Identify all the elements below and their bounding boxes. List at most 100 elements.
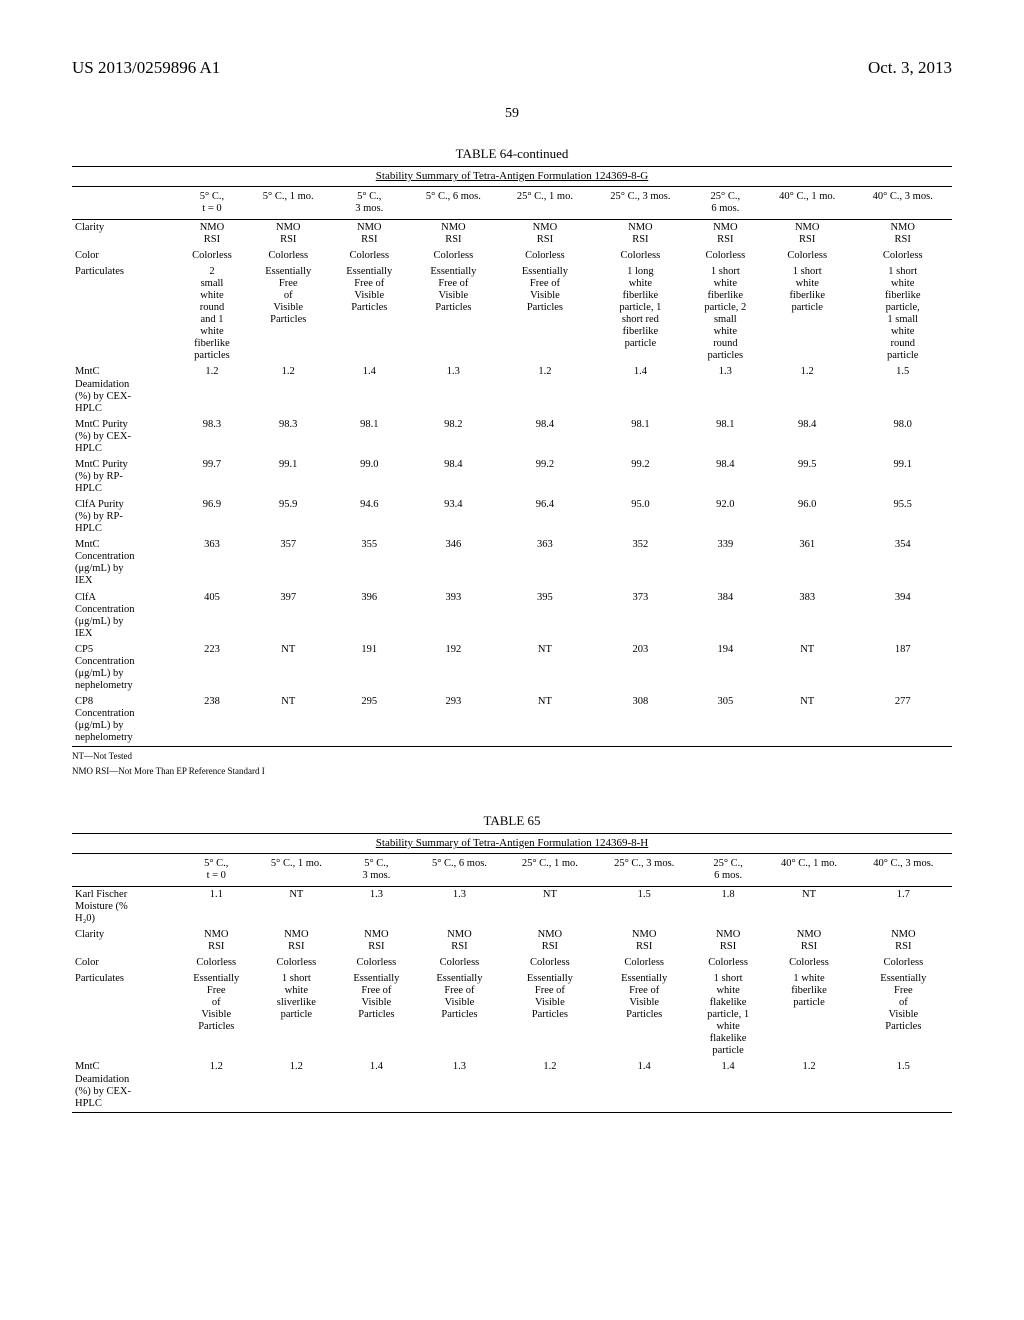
- data-cell: 1 short white sliverlike particle: [255, 971, 339, 1059]
- cond-header: 25° C., 1 mo.: [499, 186, 591, 219]
- data-cell: NMO RSI: [178, 219, 246, 248]
- data-cell: 1.2: [178, 364, 246, 416]
- data-cell: 346: [408, 537, 499, 589]
- data-cell: 1 short white fiberlike particle, 2 smal…: [690, 264, 761, 365]
- data-cell: Colorless: [499, 248, 591, 264]
- table-row: MntC Purity (%) by CEX- HPLC98.398.398.1…: [72, 417, 952, 457]
- data-cell: Colorless: [690, 248, 761, 264]
- data-cell: 187: [853, 642, 952, 694]
- table-row: ClarityNMO RSINMO RSINMO RSINMO RSINMO R…: [72, 219, 952, 248]
- data-cell: 1.4: [591, 364, 690, 416]
- row-label: Color: [72, 955, 178, 971]
- data-cell: Essentially Free of Visible Particles: [855, 971, 952, 1059]
- cond-header: 5° C., 6 mos.: [415, 853, 505, 886]
- data-cell: 1.3: [690, 364, 761, 416]
- data-cell: 1.2: [178, 1059, 255, 1112]
- data-cell: 357: [246, 537, 331, 589]
- cond-header: 25° C., 1 mo.: [504, 853, 595, 886]
- table-row: ClarityNMO RSINMO RSINMO RSINMO RSINMO R…: [72, 927, 952, 955]
- data-cell: 1.2: [763, 1059, 854, 1112]
- cond-header: 5° C., 3 mos.: [338, 853, 415, 886]
- data-cell: 191: [331, 642, 408, 694]
- data-cell: NMO RSI: [246, 219, 331, 248]
- data-cell: Colorless: [763, 955, 854, 971]
- table-row: ColorColorlessColorlessColorlessColorles…: [72, 248, 952, 264]
- data-cell: 1.2: [761, 364, 853, 416]
- row-label: Clarity: [72, 219, 178, 248]
- cond-header: 25° C., 6 mos.: [690, 186, 761, 219]
- row-label: MntC Deamidation (%) by CEX- HPLC: [72, 364, 178, 416]
- data-cell: 1.4: [331, 364, 408, 416]
- data-cell: Colorless: [761, 248, 853, 264]
- data-cell: Colorless: [415, 955, 505, 971]
- data-cell: NT: [761, 642, 853, 694]
- cond-header: 40° C., 1 mo.: [763, 853, 854, 886]
- data-cell: Essentially Free of Visible Particles: [178, 971, 255, 1059]
- data-cell: 1.2: [504, 1059, 595, 1112]
- row-label: Particulates: [72, 971, 178, 1059]
- data-cell: 293: [408, 694, 499, 747]
- cond-header: 25° C., 6 mos.: [693, 853, 764, 886]
- data-cell: Essentially Free of Visible Particles: [504, 971, 595, 1059]
- table65: Stability Summary of Tetra-Antigen Formu…: [72, 833, 952, 1113]
- data-cell: 98.1: [331, 417, 408, 457]
- data-cell: NMO RSI: [596, 927, 693, 955]
- table-row: Particulates2 small white round and 1 wh…: [72, 264, 952, 365]
- row-label: MntC Purity (%) by RP- HPLC: [72, 457, 178, 497]
- data-cell: 94.6: [331, 497, 408, 537]
- data-cell: NT: [504, 886, 595, 927]
- data-cell: 305: [690, 694, 761, 747]
- data-cell: NT: [255, 886, 339, 927]
- data-cell: NMO RSI: [693, 927, 764, 955]
- table65-title: TABLE 65: [72, 813, 952, 829]
- data-cell: 194: [690, 642, 761, 694]
- data-cell: 1.2: [255, 1059, 339, 1112]
- data-cell: 96.0: [761, 497, 853, 537]
- data-cell: 352: [591, 537, 690, 589]
- data-cell: 98.4: [408, 457, 499, 497]
- data-cell: 395: [499, 590, 591, 642]
- data-cell: Colorless: [178, 248, 246, 264]
- data-cell: 1 short white fiberlike particle: [761, 264, 853, 365]
- data-cell: 1 long white fiberlike particle, 1 short…: [591, 264, 690, 365]
- data-cell: 1.2: [499, 364, 591, 416]
- data-cell: 1.3: [415, 1059, 505, 1112]
- data-cell: 99.1: [853, 457, 952, 497]
- data-cell: 99.5: [761, 457, 853, 497]
- data-cell: 99.7: [178, 457, 246, 497]
- data-cell: Colorless: [178, 955, 255, 971]
- data-cell: Colorless: [504, 955, 595, 971]
- data-cell: 96.9: [178, 497, 246, 537]
- table-row: MntC Concentration (μg/mL) by IEX3633573…: [72, 537, 952, 589]
- data-cell: Essentially Free of Visible Particles: [596, 971, 693, 1059]
- row-label: MntC Deamidation (%) by CEX- HPLC: [72, 1059, 178, 1112]
- data-cell: 95.0: [591, 497, 690, 537]
- data-cell: 95.5: [853, 497, 952, 537]
- cond-header: 40° C., 3 mos.: [853, 186, 952, 219]
- cond-header: 5° C., t = 0: [178, 186, 246, 219]
- data-cell: Essentially Free of Visible Particles: [499, 264, 591, 365]
- data-cell: 295: [331, 694, 408, 747]
- cond-header: 40° C., 1 mo.: [761, 186, 853, 219]
- row-label: CP8 Concentration (μg/mL) by nephelometr…: [72, 694, 178, 747]
- data-cell: Colorless: [853, 248, 952, 264]
- cond-header: 40° C., 3 mos.: [855, 853, 952, 886]
- data-cell: NMO RSI: [763, 927, 854, 955]
- data-cell: NMO RSI: [255, 927, 339, 955]
- data-cell: 339: [690, 537, 761, 589]
- page-number: 59: [72, 106, 952, 122]
- data-cell: 1.4: [693, 1059, 764, 1112]
- data-cell: 2 small white round and 1 white fiberlik…: [178, 264, 246, 365]
- data-cell: 1.4: [338, 1059, 415, 1112]
- data-cell: Colorless: [596, 955, 693, 971]
- table-row: ParticulatesEssentially Free of Visible …: [72, 971, 952, 1059]
- data-cell: 238: [178, 694, 246, 747]
- data-cell: NT: [246, 642, 331, 694]
- data-cell: Essentially Free of Visible Particles: [338, 971, 415, 1059]
- data-cell: 1.5: [853, 364, 952, 416]
- data-cell: 393: [408, 590, 499, 642]
- data-cell: Essentially Free of Visible Particles: [415, 971, 505, 1059]
- data-cell: NMO RSI: [499, 219, 591, 248]
- patent-id: US 2013/0259896 A1: [72, 58, 220, 78]
- cond-header: 25° C., 3 mos.: [596, 853, 693, 886]
